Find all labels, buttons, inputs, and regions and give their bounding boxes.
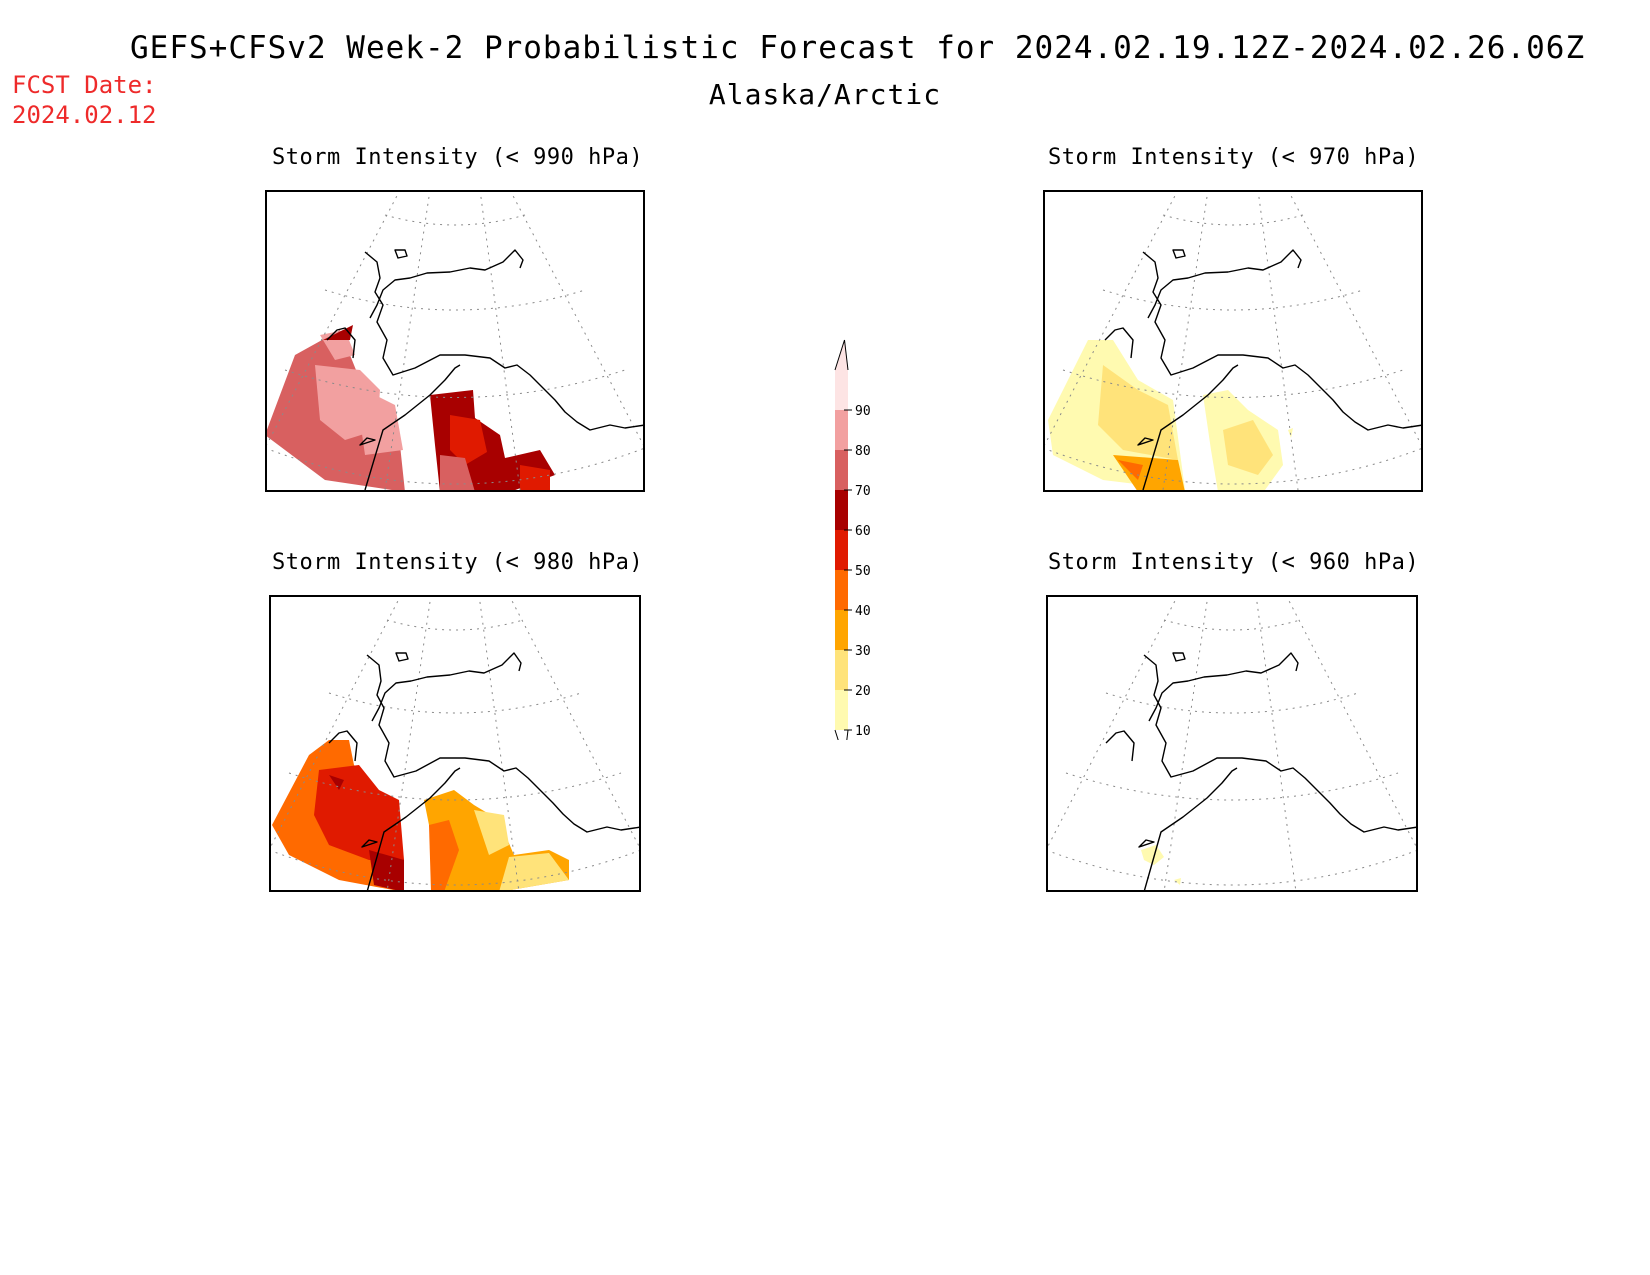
legend-box [835, 370, 848, 410]
region-subtitle: Alaska/Arctic [708, 78, 942, 111]
shade-region [369, 850, 404, 892]
shade-region [1141, 845, 1164, 865]
graticule [1043, 190, 1423, 491]
probability-shading [1048, 340, 1293, 492]
legend-box [835, 650, 848, 690]
chart-title: GEFS+CFSv2 Week-2 Probabilistic Forecast… [130, 30, 1586, 66]
color-legend: 10 20 30 40 50 60 70 80 90 [834, 339, 871, 740]
legend-box [835, 610, 848, 650]
legend-box [835, 450, 848, 490]
map-panel-970 [1043, 190, 1423, 492]
shade-region [329, 775, 344, 790]
legend-tick-labels: 10 20 30 40 50 60 70 80 90 [844, 404, 871, 739]
coastline [328, 652, 641, 892]
shade-region [314, 765, 404, 860]
legend-box [835, 690, 848, 730]
legend-box [835, 490, 848, 530]
panel-frame [1043, 190, 1423, 492]
legend-tick-label: 70 [855, 484, 871, 499]
legend-tick-label: 90 [855, 404, 871, 419]
shade-region [440, 455, 475, 492]
forecast-date-block: FCST Date: 2024.02.12 [12, 70, 157, 130]
legend-box [835, 530, 848, 570]
shade-region [1098, 365, 1178, 460]
panel-title-970: Storm Intensity (< 970 hPa) [1048, 145, 1420, 170]
shade-region [429, 820, 459, 892]
coastline [326, 249, 645, 491]
shade-region [474, 810, 509, 855]
legend-tick-label: 60 [855, 524, 871, 539]
probability-shading [1141, 845, 1181, 885]
probability-shading [265, 325, 555, 492]
legend-tick-label: 30 [855, 644, 871, 659]
panel-frame [1046, 595, 1418, 892]
legend-tick-label: 50 [855, 564, 871, 579]
legend-box [835, 570, 848, 610]
legend-tick-label: 80 [855, 444, 871, 459]
panel-title-980: Storm Intensity (< 980 hPa) [272, 550, 644, 575]
graticule [269, 595, 641, 892]
legend-tick-label: 20 [855, 684, 871, 699]
map-panel-980 [269, 595, 641, 892]
legend-color-boxes [834, 339, 849, 740]
legend-bottom-tail [834, 729, 849, 740]
panel-frame [269, 595, 641, 892]
legend-box [835, 410, 848, 450]
shade-region [1118, 460, 1143, 480]
probability-shading [272, 740, 569, 892]
coastline [1105, 652, 1418, 892]
legend-top-tail [834, 339, 849, 371]
shade-region [499, 853, 569, 892]
legend-tick-label: 10 [855, 724, 871, 739]
shade-region [450, 415, 487, 465]
map-panel-990 [265, 190, 645, 492]
shade-region [1174, 878, 1181, 885]
legend-tick-label: 40 [855, 604, 871, 619]
forecast-date-value: 2024.02.12 [12, 101, 157, 129]
graticule [1046, 595, 1418, 892]
panel-title-960: Storm Intensity (< 960 hPa) [1048, 550, 1420, 575]
forecast-date-label: FCST Date: [12, 71, 157, 99]
coastline [1104, 249, 1423, 491]
shade-region [520, 465, 550, 492]
shade-region [1223, 420, 1273, 475]
panel-frame [265, 190, 645, 492]
map-panel-960 [1046, 595, 1418, 892]
graticule [265, 190, 645, 491]
panel-title-990: Storm Intensity (< 990 hPa) [272, 145, 644, 170]
